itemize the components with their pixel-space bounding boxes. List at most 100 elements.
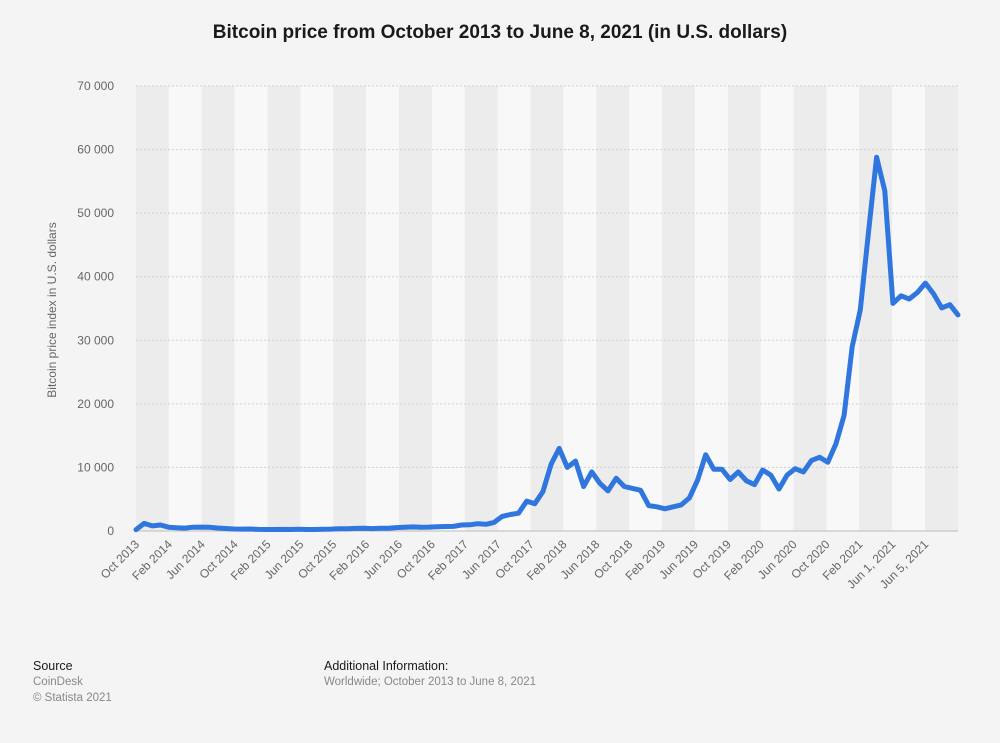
- data-point[interactable]: [645, 502, 653, 510]
- data-point[interactable]: [409, 523, 417, 531]
- data-point[interactable]: [580, 483, 588, 491]
- data-point[interactable]: [222, 524, 230, 532]
- data-point[interactable]: [490, 518, 498, 526]
- data-point[interactable]: [311, 525, 319, 533]
- data-point[interactable]: [661, 505, 669, 513]
- data-point[interactable]: [742, 477, 750, 485]
- data-point[interactable]: [767, 471, 775, 479]
- data-point[interactable]: [262, 525, 270, 533]
- data-point[interactable]: [677, 501, 685, 509]
- data-point[interactable]: [791, 465, 799, 473]
- data-point[interactable]: [856, 306, 864, 314]
- data-point[interactable]: [905, 295, 913, 303]
- data-point[interactable]: [816, 453, 824, 461]
- data-point[interactable]: [466, 521, 474, 529]
- data-point[interactable]: [254, 525, 262, 533]
- data-point[interactable]: [352, 524, 360, 532]
- data-point[interactable]: [596, 479, 604, 487]
- data-point[interactable]: [181, 524, 189, 532]
- data-point[interactable]: [230, 525, 238, 533]
- data-point[interactable]: [401, 523, 409, 531]
- data-point[interactable]: [555, 444, 563, 452]
- data-point[interactable]: [238, 525, 246, 533]
- data-point[interactable]: [710, 465, 718, 473]
- data-point[interactable]: [515, 509, 523, 517]
- data-point[interactable]: [523, 497, 531, 505]
- data-point[interactable]: [669, 503, 677, 511]
- data-point[interactable]: [482, 520, 490, 528]
- data-point[interactable]: [775, 485, 783, 493]
- data-point[interactable]: [335, 525, 343, 533]
- data-point[interactable]: [539, 488, 547, 496]
- data-point[interactable]: [954, 311, 962, 319]
- data-point[interactable]: [726, 476, 734, 484]
- data-point[interactable]: [425, 523, 433, 531]
- data-point[interactable]: [571, 457, 579, 465]
- data-point[interactable]: [287, 525, 295, 533]
- data-point[interactable]: [718, 465, 726, 473]
- data-point[interactable]: [930, 290, 938, 298]
- data-point[interactable]: [295, 525, 303, 533]
- data-point[interactable]: [547, 460, 555, 468]
- data-point[interactable]: [344, 525, 352, 533]
- data-point[interactable]: [327, 525, 335, 533]
- data-point[interactable]: [808, 456, 816, 464]
- data-point[interactable]: [637, 486, 645, 494]
- data-point[interactable]: [449, 522, 457, 530]
- data-point[interactable]: [628, 484, 636, 492]
- data-point[interactable]: [694, 476, 702, 484]
- data-point[interactable]: [303, 526, 311, 534]
- data-point[interactable]: [588, 468, 596, 476]
- data-point[interactable]: [148, 522, 156, 530]
- data-point[interactable]: [197, 523, 205, 531]
- data-point[interactable]: [392, 524, 400, 532]
- data-point[interactable]: [921, 279, 929, 287]
- data-point[interactable]: [156, 521, 164, 529]
- data-point[interactable]: [946, 301, 954, 309]
- data-point[interactable]: [938, 304, 946, 312]
- data-point[interactable]: [604, 487, 612, 495]
- data-point[interactable]: [140, 519, 148, 527]
- data-point[interactable]: [474, 520, 482, 528]
- data-point[interactable]: [417, 523, 425, 531]
- data-point[interactable]: [165, 523, 173, 531]
- data-point[interactable]: [685, 494, 693, 502]
- data-point[interactable]: [864, 228, 872, 236]
- series-line-bitcoin-price[interactable]: [133, 154, 961, 533]
- data-point[interactable]: [384, 524, 392, 532]
- data-point[interactable]: [751, 481, 759, 489]
- data-point[interactable]: [319, 525, 327, 533]
- data-point[interactable]: [799, 468, 807, 476]
- data-point[interactable]: [360, 524, 368, 532]
- data-point[interactable]: [824, 458, 832, 466]
- data-point[interactable]: [531, 500, 539, 508]
- data-point[interactable]: [270, 526, 278, 534]
- data-point[interactable]: [840, 411, 848, 419]
- data-point[interactable]: [832, 440, 840, 448]
- data-point[interactable]: [433, 523, 441, 531]
- data-point[interactable]: [278, 525, 286, 533]
- data-point[interactable]: [173, 524, 181, 532]
- data-point[interactable]: [368, 525, 376, 533]
- data-point[interactable]: [783, 471, 791, 479]
- data-point[interactable]: [189, 523, 197, 531]
- data-point[interactable]: [458, 521, 466, 529]
- data-point[interactable]: [376, 524, 384, 532]
- data-point[interactable]: [506, 510, 514, 518]
- data-point[interactable]: [702, 451, 710, 459]
- source-name[interactable]: CoinDesk: [33, 676, 83, 688]
- data-point[interactable]: [620, 483, 628, 491]
- data-point[interactable]: [246, 525, 254, 533]
- data-point[interactable]: [132, 526, 140, 534]
- data-point[interactable]: [734, 468, 742, 476]
- data-point[interactable]: [848, 343, 856, 351]
- data-point[interactable]: [213, 524, 221, 532]
- data-point[interactable]: [889, 299, 897, 307]
- data-point[interactable]: [498, 512, 506, 520]
- data-point[interactable]: [897, 292, 905, 300]
- data-point[interactable]: [759, 466, 767, 474]
- data-point[interactable]: [913, 289, 921, 297]
- data-point[interactable]: [441, 523, 449, 531]
- data-point[interactable]: [653, 503, 661, 511]
- data-point[interactable]: [563, 463, 571, 471]
